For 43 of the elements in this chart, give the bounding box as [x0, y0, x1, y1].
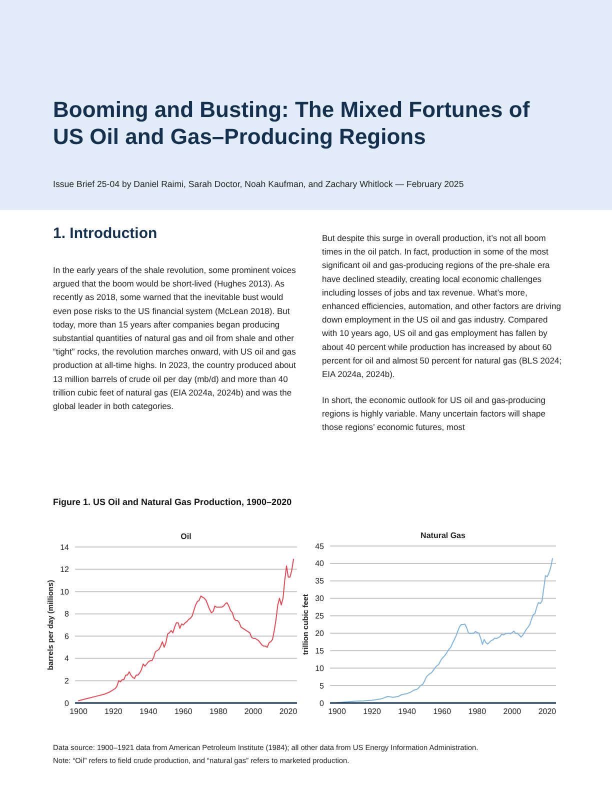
text: In short, the economic outlook for US oil and gas-producing regions is highly variable. Many uncertain factors will shape those regions’ economic futures, most	[322, 395, 546, 432]
y-tick-label: 35	[315, 576, 325, 586]
y-tick-label: 14	[60, 542, 70, 552]
y-tick-label: 10	[315, 664, 325, 673]
y-tick-label: 25	[315, 612, 325, 621]
y-tick-label: 0	[64, 698, 70, 708]
y-tick-label: 4	[64, 654, 70, 664]
y-tick-label: 40	[315, 559, 325, 568]
x-tick-label: 1960	[433, 707, 452, 716]
y-tick-label: 8	[64, 610, 70, 619]
x-tick-label: 1940	[140, 707, 158, 716]
line-series	[78, 558, 294, 702]
x-tick-label: 2020	[538, 707, 557, 716]
chart-title: Oil	[180, 532, 192, 541]
text: Issue Brief 25-04 by Daniel Raimi, Sarah Doctor, Noah Kaufman, and Zachary Whitlock — February 2025	[53, 179, 464, 189]
x-tick-label: 2020	[279, 707, 298, 716]
text: In the early years of the shale revolution, some prominent voices argued that the boom would be short-lived (Hughes 2013). As recently as 2018, some warned that the inevitable bust would even pose risks to the US financial system (McLean 2018). But today, more than 15 years after companies began producing substantial quantities of natural gas and oil from shale and other “tight” rocks, the revolution marches onward, with US oil and gas production at all-time highs. In 2023, the country produced about 13 million barrels of crude oil per day (mb/d) and more than 40 trillion cubic feet of natural gas (EIA 2024a, 2024b) and was the global leader in both categories.	[53, 265, 296, 411]
y-tick-label: 45	[315, 542, 325, 551]
y-tick-label: 5	[320, 681, 325, 690]
x-tick-label: 2000	[244, 707, 263, 716]
x-tick-label: 1960	[174, 707, 193, 716]
y-tick-label: 2	[64, 676, 70, 686]
text: Booming and Busting: The Mixed Fortunes of US Oil and Gas–Producing Regions	[53, 97, 530, 149]
y-tick-label: 0	[320, 698, 325, 708]
y-tick-label: 30	[315, 594, 325, 604]
caption: Figure 1. US Oil and Natural Gas Production, 1900–2020	[53, 497, 292, 507]
x-tick-label: 1980	[468, 707, 487, 716]
text: But despite this surge in overall production, it’s not all boom times in the oil patch. In fact, production in some of the most significant oil and gas-producing regions of the pre-shale era have declined steadily, creating local economic challenges including losses of jobs and tax revenue. What’s more, enhanced efficiencies, automation, and other factors are driving down employment in the US oil and gas industry. Compared with 10 years ago, US oil and gas employment has fallen by about 40 percent while production has increased by about 60 percent for oil and almost 50 percent for natural gas (BLS 2024; EIA 2024a, 2024b).	[322, 233, 562, 379]
x-tick-label: 2000	[503, 707, 522, 716]
x-tick-label: 1900	[70, 707, 88, 716]
line-series	[336, 558, 553, 704]
x-tick-label: 1900	[328, 707, 346, 716]
y-tick-label: 6	[64, 632, 70, 641]
x-tick-label: 1920	[363, 707, 382, 716]
y-tick-label: 15	[315, 646, 325, 656]
text: 1. Introduction	[53, 225, 158, 242]
chart-title: Natural Gas	[420, 531, 466, 540]
x-tick-label: 1940	[398, 707, 417, 716]
x-tick-label: 1920	[104, 707, 123, 716]
y-tick-label: 10	[60, 587, 70, 596]
x-tick-label: 1980	[209, 707, 228, 716]
y-tick-label: 20	[315, 629, 325, 638]
y-tick-label: 12	[60, 565, 70, 574]
